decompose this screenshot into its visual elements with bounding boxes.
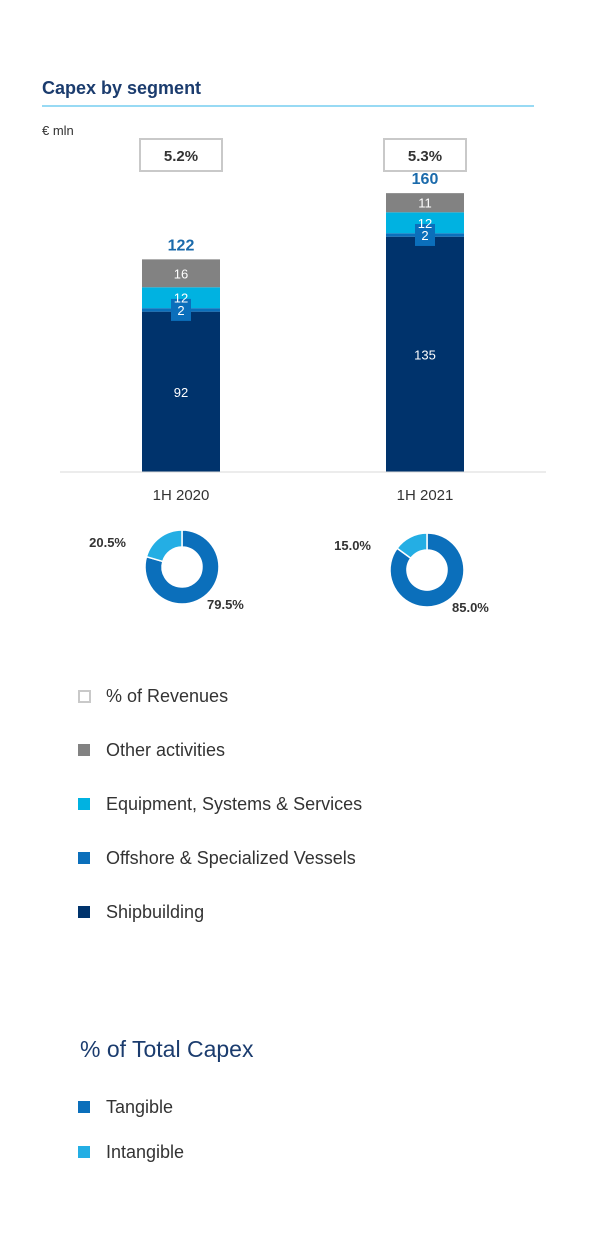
legend-label: Equipment, Systems & Services (106, 794, 363, 814)
segment-value-label: 12 (174, 291, 188, 306)
donuts-layer: 79.5% 20.5% 85.0% 15.0% (89, 529, 489, 615)
bar-segment (142, 259, 220, 288)
segment-value-label: 135 (414, 347, 436, 362)
pct-revenues-box (139, 138, 223, 172)
total-value-label: 160 (412, 171, 439, 188)
pct-revenues-label: 5.3% (408, 148, 442, 165)
bar-segment (142, 287, 220, 309)
segment-value-label: 92 (174, 385, 188, 400)
segment-value-label: 12 (418, 216, 432, 231)
donut-value-label: 20.5% (89, 535, 126, 550)
legend-label: Other activities (106, 740, 226, 760)
donut-slice (144, 529, 220, 605)
donut-slice (145, 529, 183, 563)
donut-slice (396, 532, 428, 560)
segment-value-label: 11 (418, 196, 432, 211)
donut-value-label: 79.5% (207, 597, 244, 612)
segment-value-label: 2 (421, 228, 428, 243)
x-tick-label: 1H 2021 (397, 487, 454, 504)
total-value-label: 122 (168, 237, 195, 254)
donut-value-label: 15.0% (334, 538, 371, 553)
segment-label-box (415, 223, 435, 246)
pct-revenues-label: 5.2% (164, 148, 198, 165)
legend-label: Tangible (106, 1097, 174, 1117)
square-icon (78, 798, 90, 810)
donut-slice (389, 532, 465, 608)
square-icon (78, 1146, 90, 1158)
legend-label: Shipbuilding (106, 902, 205, 922)
chart-title: Capex by segment (42, 78, 201, 98)
segment-label-box (171, 298, 191, 321)
bar-segment (142, 311, 220, 472)
bar-segment (386, 212, 464, 234)
segment-value-label: 2 (177, 303, 184, 318)
square-icon (78, 852, 90, 864)
capex-chart: Capex by segment € mln 92212161225.2%1H … (42, 78, 546, 615)
pct-revenues-box (383, 138, 467, 172)
segment-value-label: 16 (174, 266, 188, 281)
legend-label: % of Revenues (106, 686, 229, 706)
hollow-square-icon (78, 690, 91, 703)
bar-segment (386, 193, 464, 213)
donut-value-label: 85.0% (452, 600, 489, 615)
square-icon (78, 744, 90, 756)
square-icon (78, 906, 90, 918)
square-icon (78, 1101, 90, 1113)
legend-label: Offshore & Specialized Vessels (106, 848, 356, 868)
legend-label: Intangible (106, 1142, 185, 1162)
bar-segment (386, 236, 464, 472)
total-capex-title: % of Total Capex (80, 1036, 254, 1062)
x-tick-label: 1H 2020 (153, 487, 210, 504)
unit-label: € mln (42, 123, 74, 138)
